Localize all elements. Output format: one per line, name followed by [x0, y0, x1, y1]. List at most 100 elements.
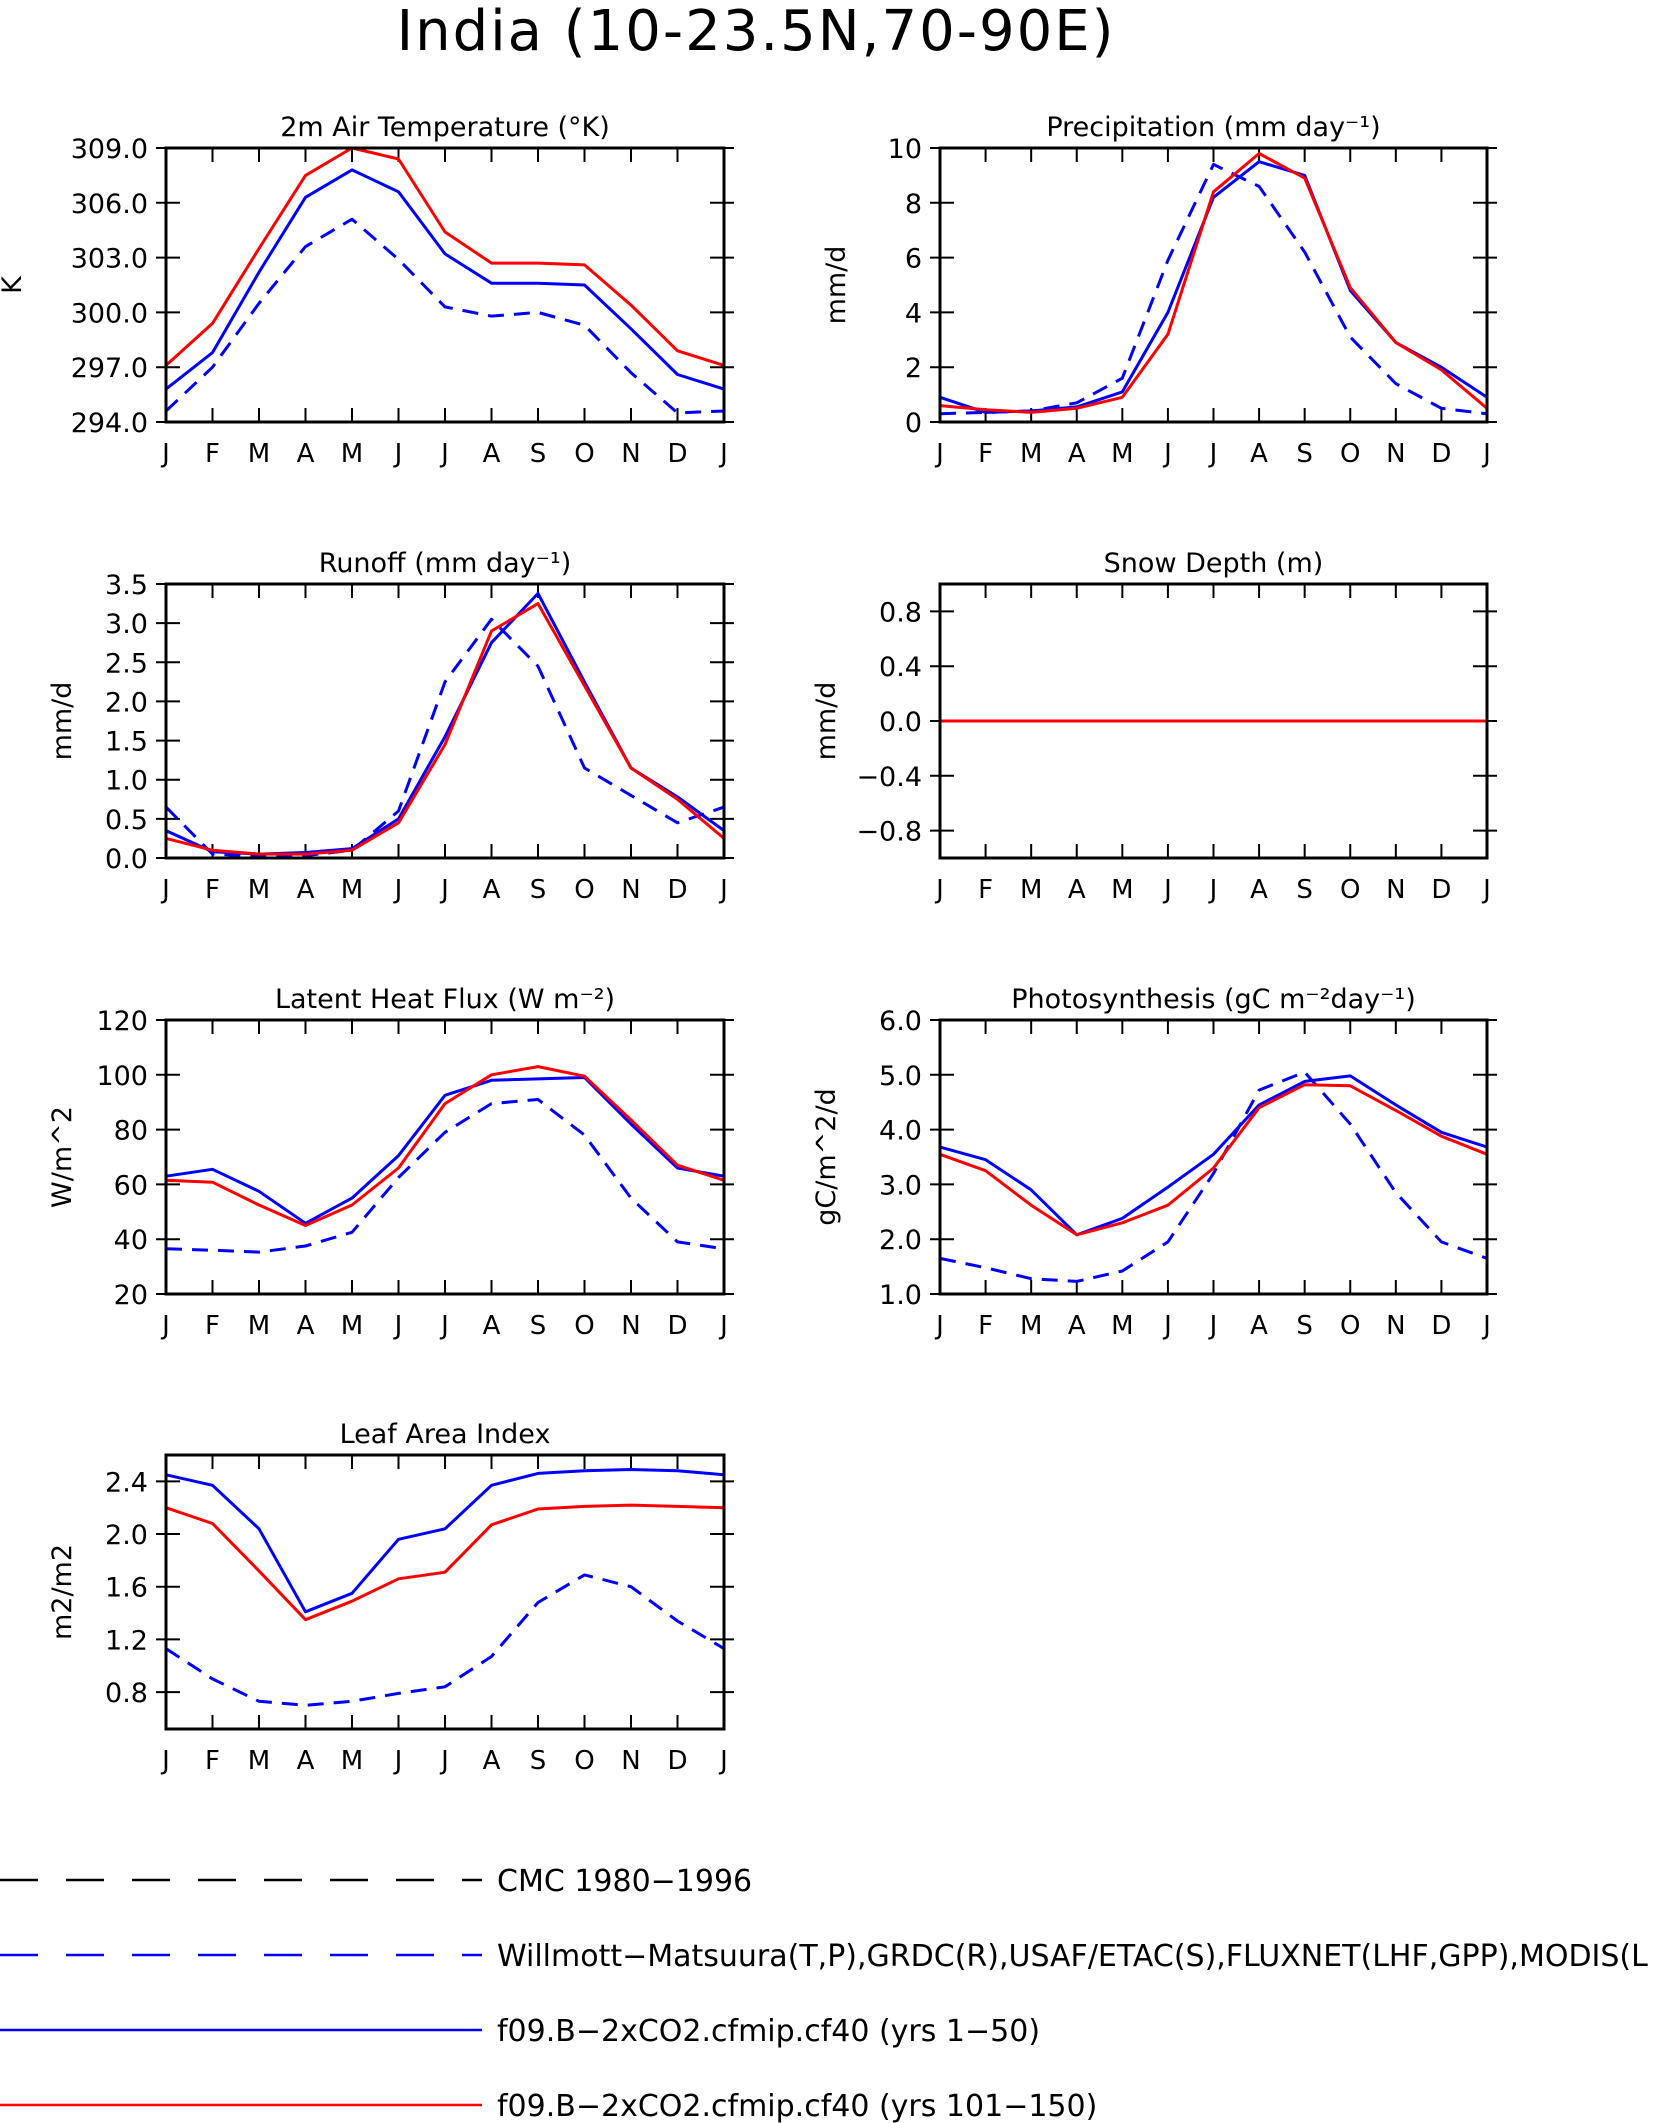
x-tick-label: N [1386, 875, 1405, 905]
y-tick-label: 6 [905, 244, 922, 275]
y-tick-label: 294.0 [71, 408, 148, 439]
series-line-model_a [939, 1074, 1488, 1237]
series-line-model_b [165, 1503, 725, 1622]
panel-title: Snow Depth (m) [1104, 548, 1324, 579]
figure-title: India (10-23.5N,70-90E) [397, 0, 1116, 64]
x-tick-label: J [393, 875, 403, 905]
panel-1: 2m Air Temperature (°K)J F M A M J J A S O N D J294.… [0, 112, 734, 469]
x-tick-label: J [1162, 439, 1172, 469]
x-tick-label: O [1340, 875, 1360, 905]
x-tick-label: A [297, 875, 315, 905]
y-tick-label: 2.0 [879, 1225, 922, 1256]
series-line-obs [939, 1070, 1488, 1283]
series-line-model_b [939, 1083, 1488, 1237]
y-tick-label: 303.0 [71, 244, 148, 275]
legend: CMC 1980−1996 Willmott−Matsuura(T,P),GRDC… [0, 1864, 1648, 2123]
x-tick-label: J [718, 1746, 728, 1776]
y-axis-label: W/m^2 [47, 1106, 78, 1208]
series-line-model_b [939, 152, 1488, 414]
legend-label: f09.B−2xCO2.cfmip.cf40 (yrs 101−150) [497, 2089, 1097, 2123]
y-tick-label: 8 [905, 189, 922, 220]
panel-4: Snow Depth (m)J F M A M J J A S O N D J−0.8−0.40.00.… [811, 548, 1497, 905]
x-tick-label: M [248, 439, 270, 469]
panel-5: Latent Heat Flux (W m⁻²)J F M A M J J A S O N D J204… [47, 984, 734, 1341]
y-tick-label: 20 [114, 1280, 148, 1311]
y-tick-label: 60 [114, 1170, 148, 1201]
x-tick-label: A [483, 439, 501, 469]
y-axis-label: mm/d [47, 682, 78, 761]
y-tick-label: 2 [905, 353, 922, 384]
legend-item-model_b: f09.B−2xCO2.cfmip.cf40 (yrs 101−150) [0, 2089, 1097, 2123]
panel-title: Leaf Area Index [340, 1419, 551, 1450]
series-line-model_a [165, 591, 725, 856]
legend-item-model_a: f09.B−2xCO2.cfmip.cf40 (yrs 1−50) [0, 2014, 1040, 2049]
x-tick-label: J [1162, 1311, 1172, 1341]
panel-title: Runoff (mm day⁻¹) [319, 548, 571, 579]
y-tick-label: 2.4 [105, 1467, 148, 1498]
plot-frame [164, 1453, 726, 1731]
plot-frame [938, 146, 1489, 424]
x-tick-label: O [574, 1746, 594, 1776]
x-tick-label: M [248, 1746, 270, 1776]
x-tick-label: O [574, 439, 594, 469]
series-line-obs [939, 162, 1488, 416]
panel-title: Precipitation (mm day⁻¹) [1046, 112, 1380, 143]
y-tick-label: 80 [114, 1116, 148, 1147]
y-tick-label: 1.0 [105, 766, 148, 797]
x-tick-label: S [1296, 1311, 1313, 1341]
y-tick-label: 6.0 [879, 1006, 922, 1037]
x-tick-label: A [1250, 1311, 1268, 1341]
y-tick-label: 0.5 [105, 805, 148, 836]
x-tick-label: N [621, 1746, 640, 1776]
y-axis-label: m2/m2 [47, 1544, 78, 1640]
x-tick-label: A [297, 1311, 315, 1341]
plot-frame [164, 146, 726, 424]
x-tick-label: J [160, 1746, 170, 1776]
x-tick-label: J [1481, 875, 1491, 905]
x-tick-label: J [934, 875, 944, 905]
legend-item-obs: Willmott−Matsuura(T,P),GRDC(R),USAF/ETAC… [0, 1939, 1648, 1974]
x-tick-label: M [248, 1311, 270, 1341]
x-tick-label: J [393, 1746, 403, 1776]
x-tick-label: S [530, 1746, 547, 1776]
y-tick-label: 4.0 [879, 1116, 922, 1147]
y-tick-label: 120 [96, 1006, 148, 1037]
y-tick-label: 3.0 [105, 609, 148, 640]
x-tick-label: F [978, 439, 993, 469]
x-tick-label: N [1386, 439, 1405, 469]
y-tick-label: 306.0 [71, 189, 148, 220]
series-line-model_a [939, 160, 1488, 414]
x-tick-label: J [718, 439, 728, 469]
legend-label: f09.B−2xCO2.cfmip.cf40 (yrs 1−50) [497, 2014, 1040, 2049]
x-tick-label: D [667, 1311, 687, 1341]
panel-2: Precipitation (mm day⁻¹)J F M A M J J A S O N D J024… [821, 112, 1497, 469]
x-tick-label: N [1386, 1311, 1405, 1341]
x-tick-label: J [393, 1311, 403, 1341]
x-tick-label: J [1208, 439, 1218, 469]
x-tick-label: M [341, 439, 363, 469]
series-line-obs [165, 1098, 725, 1254]
x-tick-label: M [341, 1746, 363, 1776]
y-tick-label: 5.0 [879, 1061, 922, 1092]
y-tick-label: 309.0 [71, 134, 148, 165]
x-tick-label: F [205, 439, 220, 469]
plot-frame [164, 582, 726, 860]
x-tick-label: J [439, 875, 449, 905]
y-tick-label: −0.8 [856, 817, 922, 848]
y-tick-label: 0.8 [879, 597, 922, 628]
x-tick-label: D [1431, 439, 1451, 469]
x-tick-label: J [934, 1311, 944, 1341]
x-tick-label: S [530, 1311, 547, 1341]
x-tick-label: O [574, 1311, 594, 1341]
x-tick-label: M [1111, 439, 1133, 469]
x-tick-label: S [530, 875, 547, 905]
y-tick-label: 100 [96, 1061, 148, 1092]
x-tick-label: J [160, 439, 170, 469]
y-tick-label: 0.8 [105, 1678, 148, 1709]
series-line-model_b [165, 602, 725, 856]
y-tick-label: 40 [114, 1225, 148, 1256]
x-tick-label: J [1481, 439, 1491, 469]
legend-label: CMC 1980−1996 [497, 1864, 752, 1899]
